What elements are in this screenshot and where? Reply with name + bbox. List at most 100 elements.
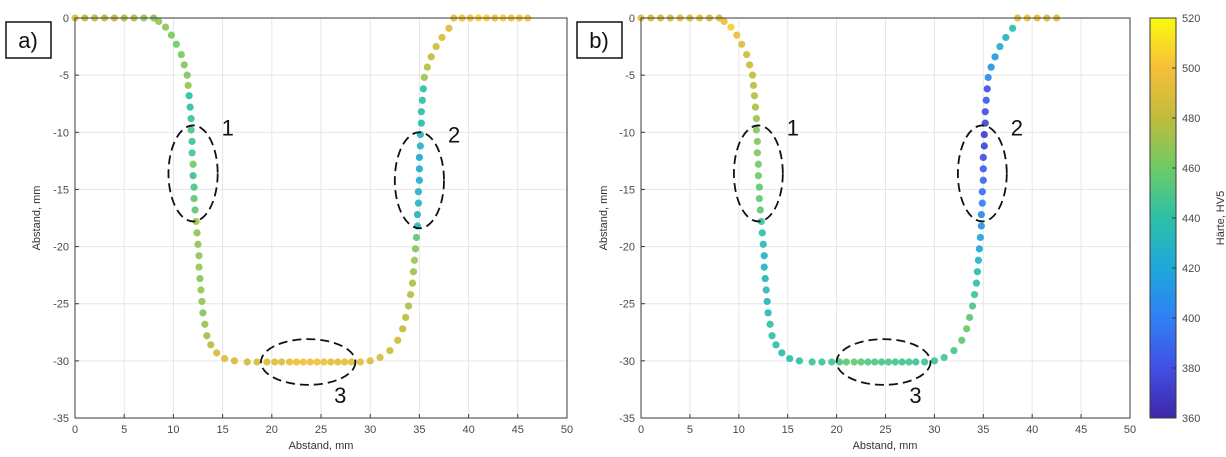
colorbar: 360 380 400 420 440 460 480 500 520 Härte, HV5 — [1149, 13, 1226, 425]
panel-b-frame — [640, 17, 1131, 419]
panel-a-data-point — [184, 81, 192, 90]
panel-b-data-point — [756, 206, 764, 214]
colorbar-tick-label: 380 — [1182, 363, 1200, 375]
panel-b-data-point — [973, 268, 982, 276]
panel-b-ytick-label: -15 — [619, 184, 635, 196]
panel-b-points — [637, 14, 1061, 366]
panel-a-data-point — [285, 358, 294, 366]
panel-b-data-point — [808, 358, 816, 366]
panel-b-data-point — [755, 194, 763, 203]
panel-a-data-point — [394, 336, 402, 344]
panel-b-data-point — [975, 245, 983, 253]
panel-a-annotation-label: 1 — [222, 115, 234, 140]
panel-b-data-point — [940, 353, 948, 362]
panel-a-label: a) — [18, 28, 38, 53]
panel-b-data-point — [921, 358, 929, 366]
panel-a-data-point — [356, 358, 364, 366]
panel-b-data-point — [768, 332, 776, 340]
panel-a-data-point — [409, 268, 418, 276]
panel-b-data-point — [778, 349, 786, 357]
panel-b-ticks: 0 5 10 15 20 25 30 35 40 45 50 0 -5 -10 -15 -20 -25 -30 -3… — [619, 13, 1136, 436]
panel-a-data-point — [415, 165, 423, 173]
panel-a-data-point — [197, 286, 205, 294]
panel-a-data-point — [190, 183, 198, 191]
panel-a-label-box — [5, 21, 52, 59]
panel-b-xtick-label: 10 — [733, 424, 745, 436]
panel-a-data-point — [320, 358, 328, 366]
colorbar-label: Härte, HV5 — [1215, 191, 1226, 245]
panel-a-data-point — [192, 217, 200, 226]
panel-a-xtick-label: 10 — [167, 424, 179, 436]
panel-b-annotation-ellipse — [956, 124, 1008, 223]
panel-a-xtick-label: 5 — [121, 424, 127, 436]
panel-a-data-point — [376, 353, 384, 362]
panel-a-data-point — [189, 160, 197, 168]
panel-b-annotation-ellipse — [733, 124, 784, 223]
panel-a-data-point — [172, 40, 180, 48]
panel-b-data-point — [950, 346, 958, 355]
panel-b-data-point — [898, 358, 906, 366]
panel-a-data-point — [185, 92, 193, 100]
panel-b-data-point — [991, 53, 999, 61]
panel-a-data-point — [243, 358, 251, 366]
panel-a-data-point — [263, 358, 271, 366]
panel-a-data-point — [191, 206, 199, 214]
panel-b-data-point — [979, 176, 987, 184]
panel-a-data-point — [416, 142, 424, 150]
panel-a-data-point — [417, 119, 425, 127]
colorbar-ticks: 360 380 400 420 440 460 480 500 520 — [1172, 13, 1200, 425]
panel-b-data-point — [877, 358, 886, 366]
panel-a-data-point — [187, 114, 195, 123]
panel-b-data-point — [905, 358, 913, 366]
panel-a-annotations: 1 2 3 — [167, 115, 460, 408]
panel-b-label-box — [576, 21, 623, 59]
panel-a-data-point — [417, 108, 425, 116]
panel-b-grid — [640, 17, 1131, 419]
panel-b-data-point — [977, 222, 985, 230]
panel-a-xtick-label: 20 — [266, 424, 278, 436]
panel-b-xtick-label: 35 — [977, 424, 989, 436]
panel-b-data-point — [754, 160, 762, 168]
panel-b-data-point — [978, 199, 986, 207]
panel-a-data-point — [195, 263, 203, 271]
panel-a: 0 5 10 15 20 25 30 35 40 45 50 0 -5 -10 -15 -20 -25 -30 -3… — [5, 13, 573, 452]
panel-b-data-point — [979, 165, 987, 173]
panel-b-data-point — [884, 358, 893, 366]
panel-a-annotation-ellipse — [393, 131, 445, 230]
panel-a-ytick-label: -5 — [59, 70, 69, 82]
colorbar-tick-label: 420 — [1182, 263, 1200, 275]
panel-b-data-point — [912, 358, 920, 366]
panel-b-data-point — [758, 229, 766, 237]
panel-b-data-point — [828, 358, 836, 366]
panel-a-data-point — [183, 71, 191, 79]
panel-a-xtick-label: 25 — [315, 424, 327, 436]
panel-b-data-point — [983, 85, 991, 93]
panel-a-data-point — [201, 320, 209, 328]
panel-b-data-point — [891, 358, 899, 366]
panel-a-data-point — [334, 358, 342, 366]
panel-b-xtick-label: 30 — [928, 424, 940, 436]
panel-b-annotation-ellipse — [835, 338, 932, 386]
panel-b-data-point — [772, 341, 780, 349]
panel-a-data-point — [195, 252, 203, 260]
panel-a-data-point — [187, 126, 195, 134]
panel-a-data-point — [292, 358, 300, 366]
panel-a-data-point — [253, 358, 261, 366]
colorbar-tick-label: 520 — [1182, 13, 1200, 25]
panel-b-data-point — [1002, 33, 1010, 42]
panel-a-data-point — [410, 256, 419, 264]
colorbar-tick-label: 480 — [1182, 113, 1200, 125]
panel-b-data-point — [958, 336, 966, 344]
panel-b-data-point — [970, 290, 979, 299]
panel-a-data-point — [404, 302, 413, 310]
panel-a-xtick-label: 35 — [413, 424, 425, 436]
panel-b-data-point — [738, 40, 746, 48]
panel-a-data-point — [399, 325, 407, 333]
panel-a-data-point — [415, 153, 423, 162]
panel-b-data-point — [760, 252, 768, 260]
panel-a-data-point — [406, 290, 415, 299]
panel-a-data-point — [203, 332, 211, 340]
panel-a-data-point — [411, 245, 420, 253]
panel-b-data-point — [982, 96, 990, 104]
panel-b-xtick-label: 40 — [1026, 424, 1038, 436]
